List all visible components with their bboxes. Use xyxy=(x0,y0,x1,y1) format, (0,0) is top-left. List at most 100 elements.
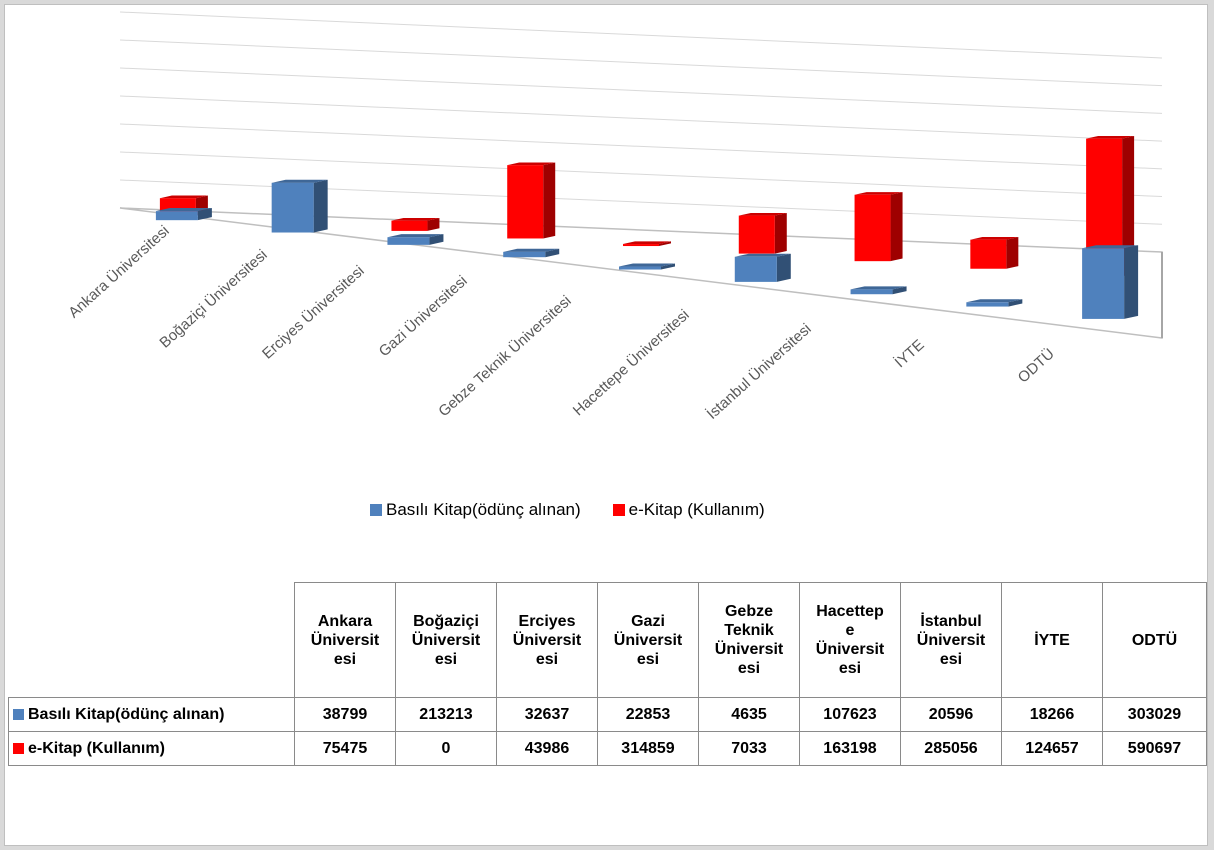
bar-print xyxy=(271,179,328,233)
table-cell: 75475 xyxy=(294,731,396,766)
table-cell: 107623 xyxy=(799,697,901,732)
table-cell: 285056 xyxy=(900,731,1002,766)
category-label: ODTÜ xyxy=(1014,345,1058,387)
bar-ebook xyxy=(970,237,1019,269)
bars xyxy=(155,136,1139,319)
table-header-line: Boğaziçi xyxy=(413,612,479,630)
bar-print xyxy=(734,253,791,282)
category-label: Ankara Üniversitesi xyxy=(65,222,173,322)
table-header-line: Üniversit xyxy=(411,631,481,649)
table-header-line: e xyxy=(845,622,855,639)
table-header-cell: Ankara Üniversit esi xyxy=(294,582,396,698)
table-row: e-Kitap (Kullanım) 75475 0 43986 314859 7033 1… xyxy=(8,731,1207,766)
bar-ebook xyxy=(854,192,903,262)
legend-item-ebook: e-Kitap (Kullanım) xyxy=(612,500,765,520)
table-cell: 20596 xyxy=(900,697,1002,732)
legend-swatch-ebook xyxy=(612,504,625,516)
table-header-line: esi xyxy=(939,650,963,668)
gridline xyxy=(119,123,1163,170)
table-header-line: esi xyxy=(434,650,458,668)
gridline xyxy=(119,95,1163,142)
table-row-label-text: e-Kitap (Kullanım) xyxy=(28,739,165,757)
table-cell: 22853 xyxy=(597,697,699,732)
table-cell: 32637 xyxy=(496,697,598,732)
category-label: Hacettepe Üniversitesi xyxy=(569,306,693,420)
category-label: Gazi Üniversitesi xyxy=(375,272,471,361)
bar-print xyxy=(155,208,212,221)
table-cell: 7033 xyxy=(698,731,800,766)
table-cell: 18266 xyxy=(1001,697,1103,732)
table-row-label: Basılı Kitap(ödünç alınan) xyxy=(8,697,295,732)
bar-print xyxy=(619,263,675,270)
table-row-swatch xyxy=(13,708,24,720)
category-label: Erciyes Üniversitesi xyxy=(258,262,367,363)
table-header-line: Üniversit xyxy=(613,631,683,649)
table-cell: 303029 xyxy=(1102,697,1207,732)
table-header-row: Ankara Üniversit esi Boğaziçi Üniversit esi Er… xyxy=(8,582,1207,698)
table-header-cell: Boğaziçi Üniversit esi xyxy=(395,582,497,698)
table-header-line: Gebze xyxy=(724,603,773,620)
table-cell: 213213 xyxy=(395,697,497,732)
table-header-line: İYTE xyxy=(1034,631,1070,649)
table-header-cell: Erciyes Üniversit esi xyxy=(496,582,598,698)
table-header-line: Ankara xyxy=(317,612,373,630)
legend-item-print: Basılı Kitap(ödünç alınan) xyxy=(370,500,581,520)
bar-print xyxy=(1082,245,1139,319)
table-cell: 314859 xyxy=(597,731,699,766)
table-row-label-text: Basılı Kitap(ödünç alınan) xyxy=(28,705,225,723)
table-cell: 43986 xyxy=(496,731,598,766)
category-label: Boğaziçi Üniversitesi xyxy=(156,246,271,352)
gridline xyxy=(119,151,1163,198)
bar-print xyxy=(387,234,444,245)
table-header-cell: Gebze Teknik Üniversit esi xyxy=(698,582,800,698)
table-header-cell: Hacettep e Üniversit esi xyxy=(799,582,901,698)
table-header-line: Erciyes xyxy=(518,612,576,630)
bar-print xyxy=(850,286,907,295)
gridlines xyxy=(119,11,1163,339)
table-row-label: e-Kitap (Kullanım) xyxy=(8,731,295,766)
gridline xyxy=(119,39,1163,87)
category-label: Gebze Teknik Üniversitesi xyxy=(435,292,575,421)
bar-ebook xyxy=(391,218,440,231)
bar-print xyxy=(503,248,560,258)
table-header-cell: ODTÜ xyxy=(1102,582,1207,698)
bar-ebook xyxy=(738,212,787,254)
gridline xyxy=(119,67,1163,114)
table-cell: 4635 xyxy=(698,697,800,732)
legend-label-ebook: e-Kitap (Kullanım) xyxy=(628,500,765,519)
table-cell: 590697 xyxy=(1102,731,1207,766)
category-label: İstanbul Üniversitesi xyxy=(703,320,815,423)
table-header-line: Üniversit xyxy=(512,631,582,649)
table-header-cell: Gazi Üniversit esi xyxy=(597,582,699,698)
table-cell: 163198 xyxy=(799,731,901,766)
category-label: İYTE xyxy=(891,336,928,372)
legend-swatch-print xyxy=(370,504,382,516)
bar-ebook xyxy=(507,162,556,239)
gridline xyxy=(119,11,1163,59)
table-cell: 124657 xyxy=(1001,731,1103,766)
table-header-cell: İstanbul Üniversit esi xyxy=(900,582,1002,698)
table-header-line: esi xyxy=(838,660,862,677)
table-header-line: Üniversit xyxy=(310,631,380,649)
table-header-line: İstanbul xyxy=(920,612,982,630)
table-header-line: esi xyxy=(737,660,761,677)
data-table: Ankara Üniversit esi Boğaziçi Üniversit esi Er… xyxy=(8,582,1207,766)
legend-label-print: Basılı Kitap(ödünç alınan) xyxy=(386,500,581,519)
table-header-line: Gazi xyxy=(631,612,665,630)
table-header-line: ODTÜ xyxy=(1131,631,1178,649)
legend: Basılı Kitap(ödünç alınan) e-Kitap (Kull… xyxy=(370,498,765,522)
table-header-line: Teknik xyxy=(724,622,774,639)
table-cell: 0 xyxy=(395,731,497,766)
table-header-line: Üniversit xyxy=(714,641,784,658)
table-row-swatch xyxy=(13,742,24,754)
table-cell: 38799 xyxy=(294,697,396,732)
table-row: Basılı Kitap(ödünç alınan) 38799 213213 326… xyxy=(8,697,1207,732)
table-header-line: esi xyxy=(636,650,660,668)
table-header-line: Üniversit xyxy=(916,631,986,649)
bar-print xyxy=(966,299,1023,307)
bar-ebook xyxy=(623,241,671,247)
table-header-cell: İYTE xyxy=(1001,582,1103,698)
table-header-line: esi xyxy=(333,650,357,668)
